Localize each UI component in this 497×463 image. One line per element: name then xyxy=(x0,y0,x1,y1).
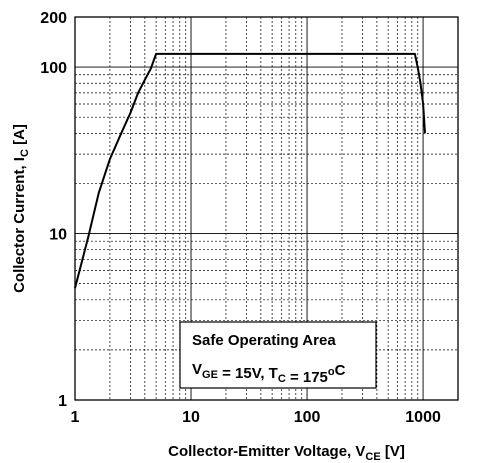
y-tick-labels: 1 10 100 200 xyxy=(40,10,67,410)
x-tick-label: 100 xyxy=(294,409,321,426)
annotation-title: Safe Operating Area xyxy=(192,332,336,349)
soa-curve-0 xyxy=(74,52,426,289)
x-tick-label: 10 xyxy=(182,409,200,426)
x-tick-label: 1 xyxy=(71,409,80,426)
subscript: GE xyxy=(202,369,218,381)
text-part: = 15V, T xyxy=(218,365,278,382)
y-tick-label: 200 xyxy=(40,10,67,27)
superscript: o xyxy=(328,366,335,378)
x-tick-labels: 1 10 100 1000 xyxy=(71,409,441,426)
plot-frame xyxy=(74,16,459,401)
text-part: = 175 xyxy=(286,369,328,386)
y-axis-title: Collector Current, IC [A] xyxy=(11,124,31,293)
subscript: C xyxy=(278,373,286,385)
text-part: V xyxy=(192,361,202,378)
annotation-frame xyxy=(179,321,377,389)
y-tick-label: 100 xyxy=(40,60,67,77)
y-grid xyxy=(75,66,458,351)
x-axis-title: Collector-Emitter Voltage, VCE [V] xyxy=(168,443,405,463)
text-part: C xyxy=(335,362,346,379)
y-tick-label: 1 xyxy=(58,393,67,410)
y-tick-label: 10 xyxy=(49,227,67,244)
x-tick-label: 1000 xyxy=(405,409,441,426)
annotation-conditions: VGE = 15V, TC = 175oC xyxy=(192,361,346,386)
